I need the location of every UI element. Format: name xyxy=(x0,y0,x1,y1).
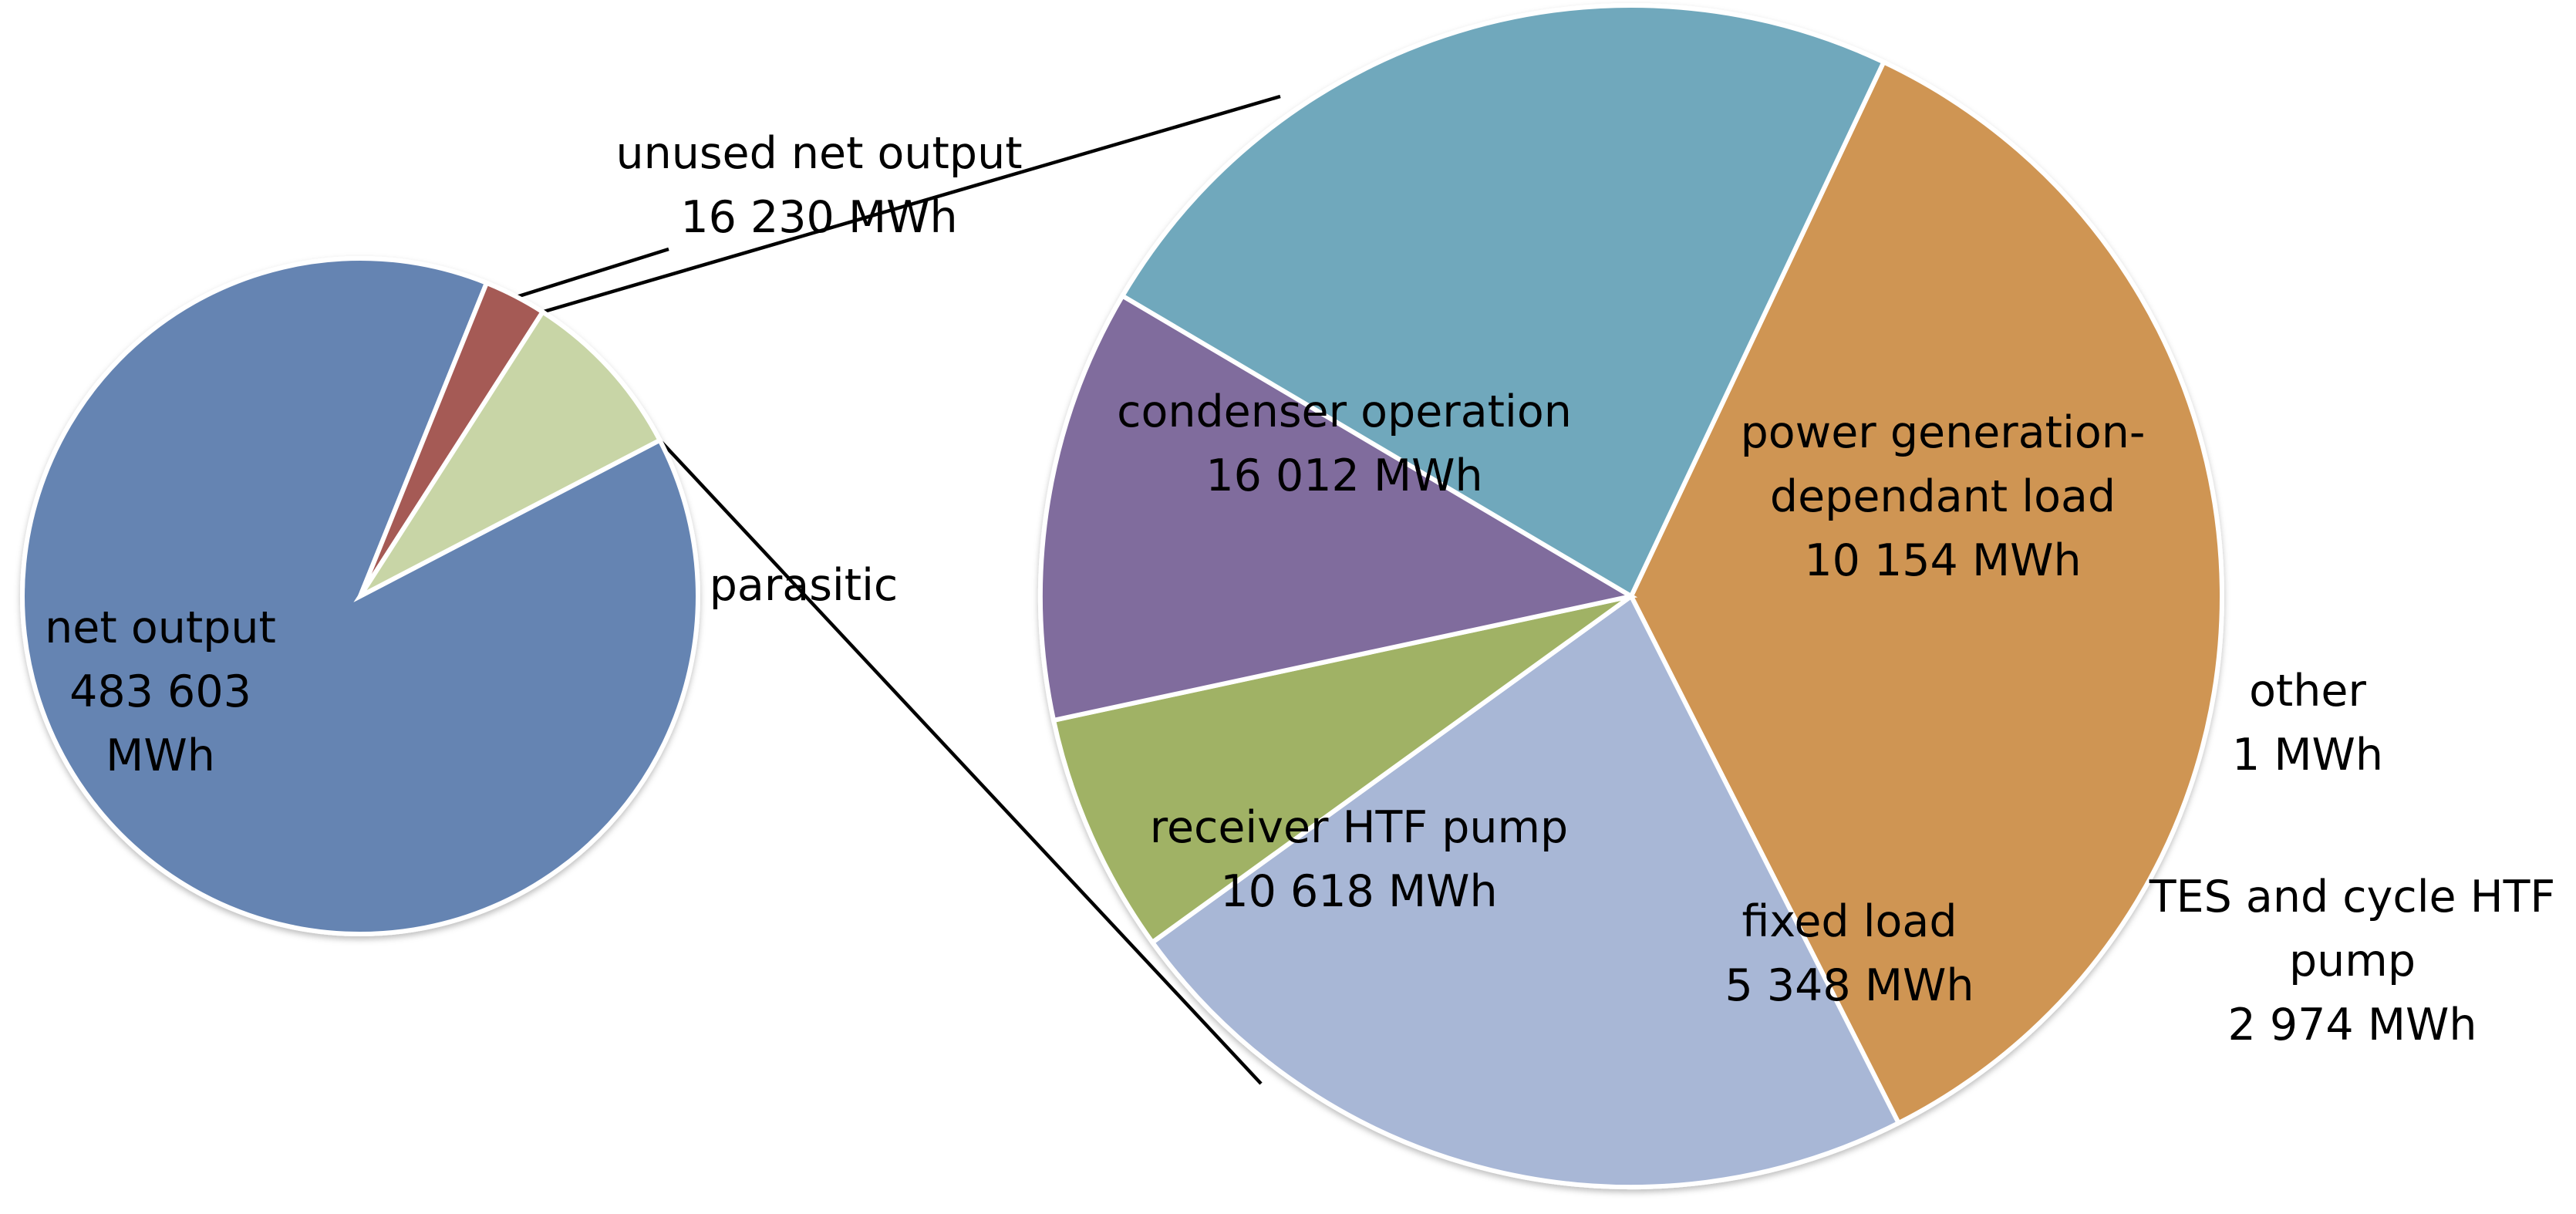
slice-label-line: MWh xyxy=(106,730,215,781)
pie-slice-receiver-htf-pump xyxy=(1119,2,1887,600)
slice-label-line: TES and cycle HTF xyxy=(2149,872,2555,922)
slice-label-line: 2 974 MWh xyxy=(2228,1000,2477,1050)
secondary-pie xyxy=(1038,2,2225,1189)
slice-label-power-generation-dependant-load: power generation-dependant load 10 154 MW… xyxy=(1741,407,2146,586)
slice-label-line: 10 618 MWh xyxy=(1220,866,1497,917)
slice-label-line: receiver HTF pump xyxy=(1150,802,1568,853)
slice-label-line: power generation- xyxy=(1741,407,2146,458)
slice-label-condenser-operation: condenser operation 16 012 MWh xyxy=(1117,386,1572,501)
connector-lines xyxy=(514,94,1281,1085)
slice-label-line: net output xyxy=(45,602,276,653)
slice-label-line: 1 MWh xyxy=(2232,730,2383,781)
slice-labels: net output 483 603 MWh unused net output 16 … xyxy=(45,128,2555,1050)
pie-slice-fixed-load xyxy=(1038,292,1638,723)
slice-label-line: 16 012 MWh xyxy=(1205,450,1482,501)
slice-label-receiver-htf-pump: receiver HTF pump 10 618 MWh xyxy=(1150,802,1568,917)
slice-label-line: pump xyxy=(2289,936,2416,986)
slice-label-line: 16 230 MWh xyxy=(680,192,957,243)
connector-line-top xyxy=(542,94,1281,314)
slice-label-tes-and-cycle-htf-pump: TES and cycle HTF pump 2 974 MWh xyxy=(2149,872,2555,1050)
slice-label-parasitic: parasitic xyxy=(710,560,899,611)
slice-label-unused-net-output: unused net output 16 230 MWh xyxy=(615,128,1022,243)
connector-line-bottom xyxy=(658,439,1263,1085)
leader-line-unused-net-output xyxy=(514,247,669,299)
slice-label-net-output: net output 483 603 MWh xyxy=(45,602,276,781)
slice-label-fixed-load: fixed load 5 348 MWh xyxy=(1725,896,1974,1011)
slice-label-other: other 1 MWh xyxy=(2232,666,2383,781)
slice-label-line: 10 154 MWh xyxy=(1804,535,2081,586)
slice-label-line: other xyxy=(2249,666,2366,717)
slice-label-line: parasitic xyxy=(710,560,899,611)
slice-label-line: condenser operation xyxy=(1117,386,1572,437)
pie-slice-parasitic xyxy=(353,309,663,602)
slice-label-line: dependant load xyxy=(1770,471,2116,522)
slice-label-line: unused net output xyxy=(615,128,1022,179)
slice-label-line: fixed load xyxy=(1741,896,1957,947)
main-pie xyxy=(20,256,700,936)
slice-label-line: 5 348 MWh xyxy=(1725,960,1974,1011)
pie-slice-condenser-operation xyxy=(1628,59,2225,1127)
pie-slice-power-generation-dependant-load xyxy=(1149,592,1902,1189)
pie-slice-tes-and-cycle-htf-pump xyxy=(1050,594,1633,946)
slice-label-line: 483 603 xyxy=(69,666,251,717)
